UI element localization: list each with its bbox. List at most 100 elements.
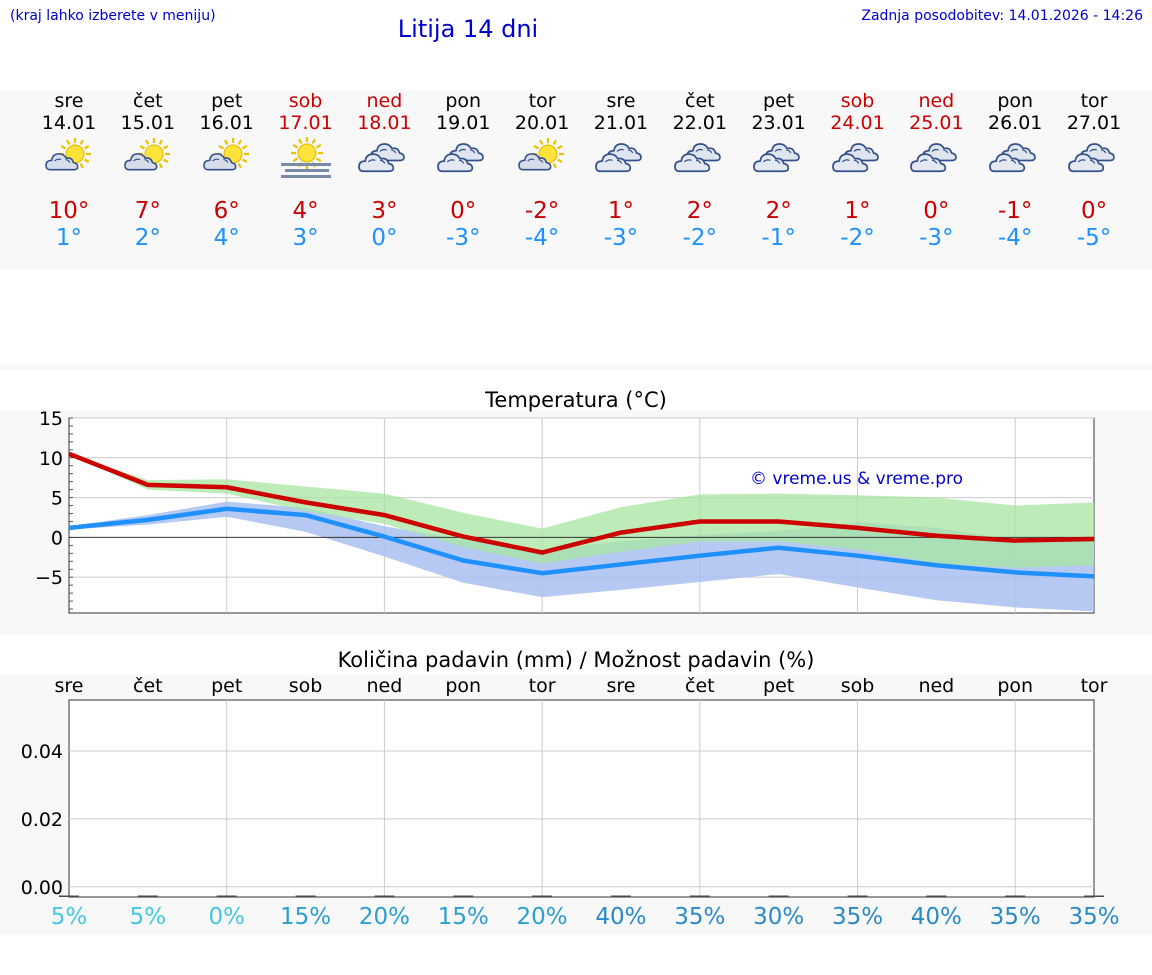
min-temperature: 0° bbox=[371, 225, 398, 251]
day-date: 26.01 bbox=[987, 112, 1043, 134]
day-column: ned 25.01 bbox=[896, 90, 976, 134]
day-date: 20.01 bbox=[514, 112, 570, 134]
min-temperature: 1° bbox=[55, 225, 83, 251]
precipitation-probability: 5% bbox=[129, 904, 167, 930]
last-updated: Zadnja posodobitev: 14.01.2026 - 14:26 bbox=[861, 8, 1143, 24]
precipitation-probability: 35% bbox=[831, 904, 884, 930]
cloudy-icon bbox=[595, 143, 642, 173]
day-column: ned 18.01 bbox=[344, 90, 424, 134]
day-column: sob 17.01 bbox=[266, 90, 346, 134]
max-temperature: 0° bbox=[450, 198, 477, 224]
max-temperature: 2° bbox=[686, 198, 713, 224]
day-name: sob bbox=[840, 90, 875, 112]
cloudy-icon bbox=[910, 143, 958, 173]
precipitation-bar bbox=[1084, 895, 1105, 897]
precipitation-probability: 5% bbox=[50, 904, 88, 930]
temperature-chart: 15 10 5 0 −5 © vreme.us & vreme.pro bbox=[35, 410, 1095, 614]
day-column: čet 15.01 bbox=[108, 90, 188, 134]
precipitation-bar bbox=[847, 895, 868, 897]
max-temperature-line bbox=[68, 451, 1095, 555]
precipitation-probability: 40% bbox=[595, 904, 647, 930]
min-temperature: -3° bbox=[446, 225, 481, 251]
day-name: čet bbox=[685, 90, 715, 112]
max-temperature: 10° bbox=[48, 198, 90, 224]
day-date: 24.01 bbox=[830, 112, 885, 134]
day-label: čet bbox=[685, 675, 715, 697]
day-temperatures: 4° 3° bbox=[266, 198, 346, 252]
precipitation-bar bbox=[295, 895, 316, 897]
y-tick-label: 0 bbox=[51, 527, 63, 549]
day-label: sre bbox=[606, 675, 635, 697]
day-label: čet bbox=[133, 675, 163, 697]
precipitation-bar bbox=[374, 895, 395, 897]
day-temperatures: -2° -4° bbox=[502, 198, 582, 252]
day-label: sob bbox=[289, 675, 323, 697]
partly-cloudy-sun-icon bbox=[45, 138, 91, 171]
forecast-panel: sre 14.01 10° 1° čet 15.01 7° 2° pet 16.01 6° 4° sob… bbox=[0, 90, 1152, 270]
cloudy-icon bbox=[989, 143, 1037, 173]
max-range-band bbox=[69, 453, 1095, 568]
sun-fog-icon bbox=[280, 137, 331, 178]
precipitation-probability: 35% bbox=[674, 904, 726, 930]
day-column: čet 22.01 bbox=[660, 90, 740, 134]
precipitation-bar bbox=[1005, 895, 1026, 897]
day-label: ned bbox=[367, 675, 403, 697]
max-temperature: 3° bbox=[371, 198, 398, 224]
min-temperature: -3° bbox=[919, 225, 954, 251]
precipitation-bar bbox=[926, 895, 947, 897]
day-temperatures: 2° -1° bbox=[739, 198, 819, 252]
max-temperature: 0° bbox=[1080, 198, 1108, 224]
watermark: © vreme.us & vreme.pro bbox=[750, 469, 963, 489]
day-label: sob bbox=[841, 675, 875, 697]
location-menu-hint[interactable]: (kraj lahko izberete v meniju) bbox=[10, 8, 216, 24]
max-temperature: 7° bbox=[134, 198, 161, 224]
day-name: ned bbox=[918, 90, 955, 112]
y-tick-label: 10 bbox=[39, 448, 63, 470]
day-temperatures: 1° -3° bbox=[581, 198, 661, 252]
day-column: pet 16.01 bbox=[187, 90, 267, 134]
day-date: 15.01 bbox=[120, 112, 176, 134]
min-temperature: -1° bbox=[761, 225, 796, 251]
cloudy-icon bbox=[752, 143, 800, 173]
y-tick-label: 5 bbox=[51, 488, 63, 510]
precipitation-bar bbox=[532, 895, 553, 897]
precipitation-probability: 15% bbox=[437, 904, 489, 930]
day-label: tor bbox=[1081, 675, 1108, 697]
min-temperature: -3° bbox=[603, 225, 639, 251]
precipitation-probability: 30% bbox=[753, 904, 805, 930]
max-temperature: 2° bbox=[765, 198, 792, 224]
day-name: pet bbox=[211, 90, 243, 112]
day-name: tor bbox=[1080, 90, 1108, 112]
plot-area bbox=[68, 699, 1095, 898]
precipitation-bar bbox=[137, 895, 158, 897]
day-name: pet bbox=[763, 90, 795, 112]
day-date: 19.01 bbox=[436, 112, 491, 134]
min-temperature: -4° bbox=[997, 225, 1033, 251]
precipitation-bar bbox=[59, 895, 79, 897]
min-temperature: 2° bbox=[134, 225, 161, 251]
max-temperature: 4° bbox=[292, 198, 319, 224]
day-label: ned bbox=[918, 675, 954, 697]
min-temperature: -2° bbox=[682, 225, 718, 251]
separator bbox=[0, 364, 1152, 370]
day-date: 18.01 bbox=[357, 112, 412, 134]
partly-cloudy-sun-icon bbox=[518, 138, 565, 171]
precipitation-bar bbox=[610, 895, 631, 897]
precipitation-bar bbox=[453, 895, 474, 897]
day-date: 17.01 bbox=[278, 112, 333, 134]
precipitation-bar bbox=[768, 895, 789, 897]
cloudy-icon bbox=[437, 143, 485, 173]
cloudy-icon bbox=[673, 143, 721, 173]
max-temperature: 1° bbox=[844, 198, 871, 224]
y-tick-label: 0.02 bbox=[21, 809, 63, 831]
day-date: 21.01 bbox=[593, 112, 649, 134]
precipitation-probability: 0% bbox=[208, 904, 245, 930]
day-name: sre bbox=[54, 90, 84, 112]
day-name: čet bbox=[133, 90, 163, 112]
day-name: tor bbox=[528, 90, 556, 112]
day-column: pet 23.01 bbox=[739, 90, 819, 134]
y-tick-label: 15 bbox=[39, 410, 63, 430]
day-temperatures: 2° -2° bbox=[660, 198, 740, 252]
page-title: Litija 14 dni bbox=[397, 15, 539, 43]
day-date: 22.01 bbox=[672, 112, 727, 134]
